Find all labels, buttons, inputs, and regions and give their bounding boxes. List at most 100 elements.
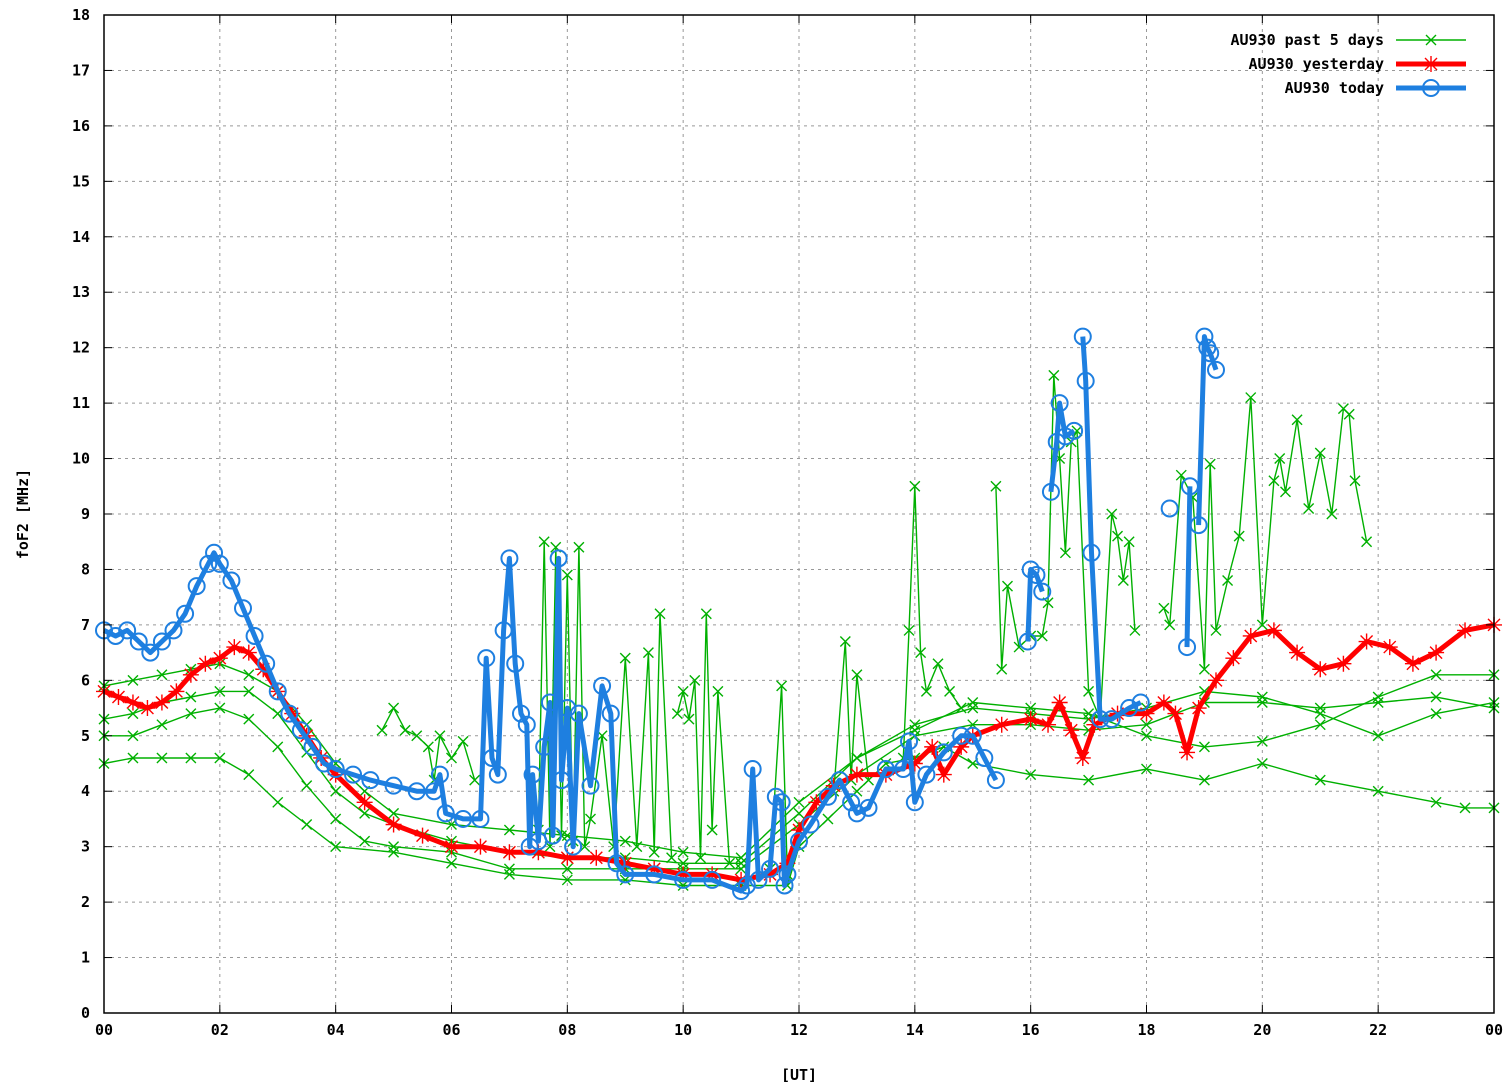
data-point [187, 577, 206, 596]
data-point [703, 870, 722, 889]
data-point [1073, 327, 1092, 346]
data-point [842, 793, 861, 812]
data-point [1314, 702, 1326, 714]
data-point [399, 724, 411, 736]
data-point [735, 852, 747, 864]
data-point [291, 721, 310, 740]
data-point [477, 649, 496, 668]
data-point [110, 688, 127, 705]
data-point [1091, 710, 1110, 729]
data-point [1198, 741, 1210, 753]
data-point [1051, 694, 1068, 711]
data-point [1083, 774, 1095, 786]
data-point [1179, 744, 1196, 761]
data-point [243, 713, 255, 725]
data-point [1059, 547, 1071, 559]
y-tick-label: 2 [81, 893, 90, 911]
y-tick-label: 9 [81, 505, 90, 523]
data-point [330, 785, 342, 797]
data-point [607, 854, 626, 873]
data-point [127, 708, 139, 720]
data-point [210, 554, 229, 573]
series-line [103, 690, 1495, 864]
data-point [737, 876, 756, 895]
data-point [182, 666, 199, 683]
data-point [385, 816, 402, 833]
data-point [530, 844, 547, 861]
x-tick-label: 18 [1137, 1021, 1155, 1039]
data-point [677, 685, 689, 697]
data-point [793, 807, 805, 819]
data-point [1027, 565, 1046, 584]
data-point [761, 859, 780, 878]
data-point [1129, 624, 1141, 636]
x-tick-label: 00 [95, 1021, 113, 1039]
data-point [822, 813, 834, 825]
data-point [1291, 414, 1303, 426]
data-point [677, 857, 689, 869]
data-point [1210, 624, 1222, 636]
data-point [775, 876, 794, 895]
data-point [1040, 716, 1057, 733]
y-tick-label: 11 [72, 394, 90, 412]
data-point [1256, 619, 1268, 631]
data-point [1312, 661, 1329, 678]
data-point [671, 708, 683, 720]
data-point [1025, 769, 1037, 781]
data-point [944, 685, 956, 697]
data-point [859, 798, 878, 817]
data-point [540, 693, 559, 712]
data-point [790, 832, 808, 851]
data-point [1314, 719, 1326, 731]
data-point [272, 741, 284, 753]
data-point [749, 870, 768, 889]
data-point [847, 804, 866, 823]
data-point [1459, 802, 1471, 814]
data-point [924, 738, 941, 755]
y-tick-label: 8 [81, 560, 90, 578]
data-point [830, 771, 849, 790]
data-point [648, 846, 660, 858]
series-line [103, 746, 1494, 887]
data-point [443, 838, 460, 855]
data-point [1120, 699, 1139, 718]
data-point [543, 826, 562, 845]
data-point [967, 697, 979, 709]
data-point [1048, 369, 1060, 381]
legend-label: AU930 past 5 days [1230, 31, 1384, 49]
data-point [472, 838, 489, 855]
data-point [1112, 530, 1124, 542]
data-point [1190, 700, 1207, 717]
data-point [1256, 758, 1268, 769]
data-point [520, 837, 539, 856]
data-point [1018, 632, 1037, 651]
series-line [902, 485, 962, 759]
data-point [1201, 344, 1220, 363]
data-point [1204, 458, 1216, 470]
data-point [766, 787, 785, 806]
data-point [506, 654, 525, 673]
data-point [156, 669, 168, 681]
data-point [214, 752, 226, 764]
y-tick-label: 4 [81, 782, 90, 800]
data-point [909, 480, 921, 492]
series-layer [95, 327, 1502, 901]
data-point [1289, 644, 1306, 661]
data-point [631, 841, 643, 853]
data-point [1141, 730, 1152, 742]
data-point [1274, 453, 1286, 465]
data-point [558, 699, 577, 718]
data-point [1381, 639, 1398, 656]
data-point [642, 647, 654, 659]
data-point [851, 752, 863, 764]
data-point [127, 674, 139, 686]
data-point [430, 765, 449, 784]
data-point [255, 661, 272, 678]
data-point [1076, 371, 1095, 390]
x-tick-label: 16 [1022, 1021, 1040, 1039]
data-point [124, 694, 141, 711]
data-point [1372, 691, 1384, 703]
data-point [222, 571, 241, 590]
data-point [975, 748, 994, 767]
data-point [388, 807, 400, 819]
